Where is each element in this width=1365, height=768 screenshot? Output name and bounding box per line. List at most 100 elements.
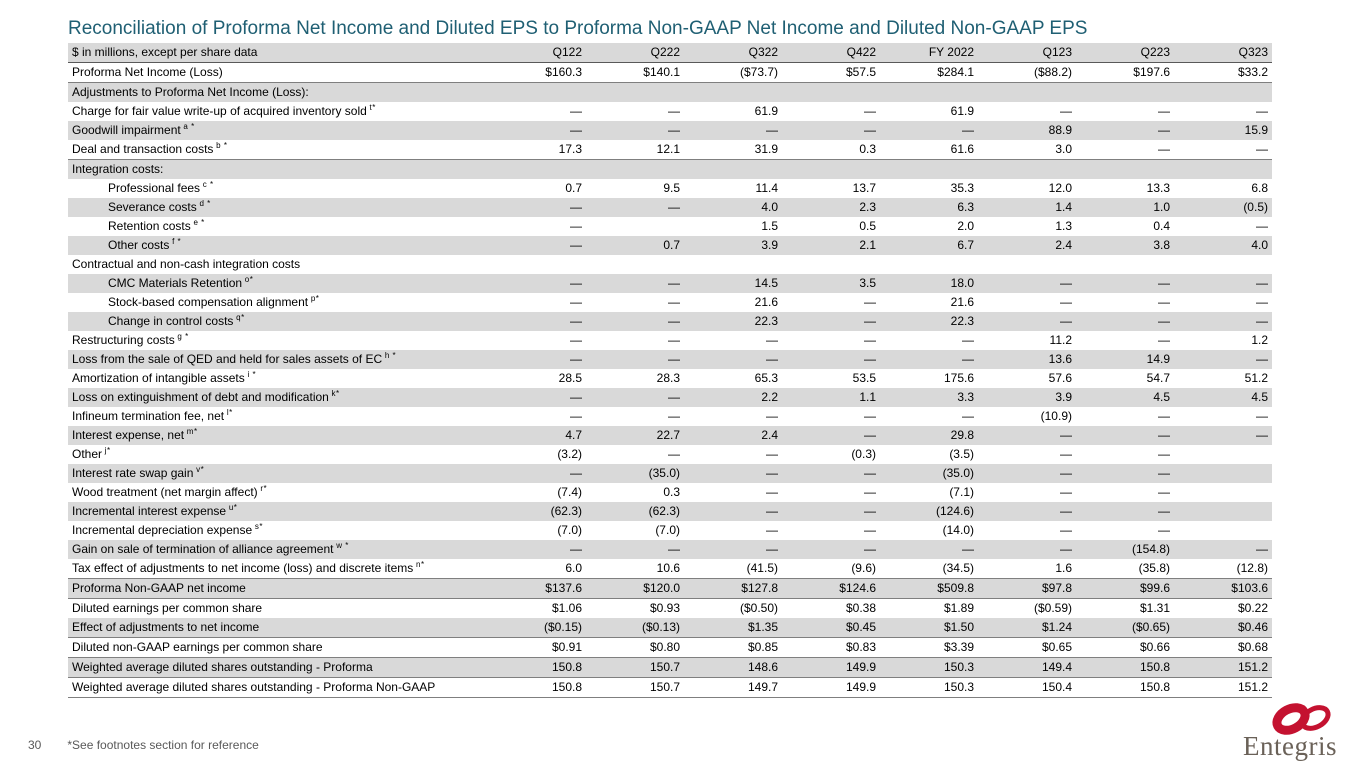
footnote-marker: r* bbox=[257, 484, 268, 493]
table-cell bbox=[1174, 255, 1272, 274]
table-cell: $33.2 bbox=[1174, 62, 1272, 83]
table-row: Contractual and non-cash integration cos… bbox=[68, 255, 1272, 274]
table-cell: — bbox=[586, 274, 684, 293]
row-label: Adjustments to Proforma Net Income (Loss… bbox=[68, 82, 488, 102]
table-row: CMC Materials Retention o* — —14.5 3.5 18.0—… bbox=[68, 274, 1272, 293]
table-cell: 61.9 bbox=[950, 104, 974, 118]
table-row: Integration costs: bbox=[68, 159, 1272, 179]
table-cell: — bbox=[880, 350, 978, 369]
table-cell: 2.4 bbox=[978, 236, 1076, 255]
table-cell bbox=[1076, 255, 1174, 274]
column-header: Q123 bbox=[978, 43, 1076, 63]
table-cell: (3.2) bbox=[557, 447, 582, 461]
table-cell bbox=[782, 82, 880, 102]
footnote-reference: *See footnotes section for reference bbox=[67, 738, 259, 752]
row-label: Change in control costs q* bbox=[68, 312, 488, 331]
table-cell: 29.8 bbox=[880, 426, 978, 445]
row-label: Wood treatment (net margin affect) r* bbox=[72, 484, 268, 500]
table-cell: — bbox=[570, 104, 582, 118]
row-label: CMC Materials Retention o* bbox=[68, 274, 488, 293]
table-cell: 15.9 bbox=[1174, 121, 1272, 140]
table-cell: 3.0 bbox=[978, 140, 1076, 160]
column-header: Q323 bbox=[1174, 43, 1272, 63]
table-cell: — bbox=[570, 333, 582, 347]
table-cell: 65.3 bbox=[754, 371, 778, 385]
table-cell: (154.8) bbox=[1076, 540, 1174, 559]
table-cell: $1.89 bbox=[943, 601, 974, 615]
table-header-row: $ in millions, except per share data Q122… bbox=[68, 43, 1272, 63]
footnote-marker: h * bbox=[382, 351, 397, 360]
table-cell: 3.3 bbox=[880, 388, 978, 407]
table-cell: 0.7 bbox=[586, 236, 684, 255]
footnote-marker: l* bbox=[224, 408, 233, 417]
footnote-marker: f * bbox=[169, 237, 182, 246]
table-cell: (35.0) bbox=[586, 464, 684, 483]
table-cell: 4.5 bbox=[1174, 388, 1272, 407]
table-cell: 1.3 bbox=[1055, 219, 1072, 233]
table-cell: — bbox=[488, 388, 586, 407]
table-cell: — bbox=[1174, 350, 1272, 369]
table-cell: 149.4 bbox=[978, 657, 1076, 678]
table-cell: $0.66 bbox=[1076, 637, 1174, 658]
table-cell: $99.6 bbox=[1076, 578, 1174, 599]
table-cell: — bbox=[684, 464, 782, 483]
table-cell: 28.3 bbox=[656, 371, 680, 385]
row-label: Loss from the sale of QED and held for s… bbox=[68, 350, 488, 369]
table-cell bbox=[488, 159, 586, 179]
table-row: Amortization of intangible assets i * 28.… bbox=[68, 369, 1272, 388]
table-cell: — bbox=[586, 198, 684, 217]
table-cell: (12.8) bbox=[1174, 559, 1272, 579]
table-cell: — bbox=[1076, 502, 1174, 521]
table-row: Other j* (3.2) — — (0.3) (3.5) — — bbox=[68, 445, 1272, 464]
page-title: Reconciliation of Proforma Net Income an… bbox=[68, 18, 1088, 39]
table-row: Change in control costs q* — —22.3—22.3— — — bbox=[68, 312, 1272, 331]
table-row: Proforma Net Income (Loss) $160.3 $140.1 ($… bbox=[68, 62, 1272, 83]
footnote-marker: q* bbox=[233, 313, 245, 322]
table-cell: — bbox=[488, 198, 586, 217]
table-row: Stock-based compensation alignment p* — — 2… bbox=[68, 293, 1272, 312]
table-cell: 151.2 bbox=[1174, 657, 1272, 678]
table-cell bbox=[684, 159, 782, 179]
table-cell: (7.0) bbox=[557, 523, 582, 537]
table-cell: — bbox=[1256, 409, 1268, 423]
table-cell: 2.0 bbox=[957, 219, 974, 233]
table-cell: — bbox=[684, 540, 782, 559]
entegris-logo: Entegris bbox=[1231, 697, 1349, 762]
table-cell: 175.6 bbox=[943, 371, 974, 385]
footnote-marker: p* bbox=[308, 294, 320, 303]
table-cell: $3.39 bbox=[880, 637, 978, 658]
table-row: Proforma Non-GAAP net income $137.6 $120.0… bbox=[68, 578, 1272, 599]
table-cell: — bbox=[880, 121, 978, 140]
table-row: Diluted earnings per common share $1.06 $0… bbox=[68, 599, 1272, 619]
row-label: Weighted average diluted shares outstand… bbox=[68, 657, 488, 678]
table-cell: 4.0 bbox=[684, 198, 782, 217]
table-cell: — bbox=[864, 409, 876, 423]
table-cell: 4.7 bbox=[488, 426, 586, 445]
table-row: Interest expense, net m* 4.7 22.7 2.4—29.8—… bbox=[68, 426, 1272, 445]
table-cell: (7.4) bbox=[557, 485, 582, 499]
table-cell: 1.4 bbox=[978, 198, 1076, 217]
table-cell: — bbox=[782, 121, 880, 140]
table-cell: $0.46 bbox=[1174, 618, 1272, 638]
table-cell: — bbox=[864, 295, 876, 309]
table-cell bbox=[1174, 464, 1272, 483]
table-cell: 12.1 bbox=[586, 140, 684, 160]
table-cell: — bbox=[684, 502, 782, 521]
table-cell: — bbox=[1060, 295, 1072, 309]
table-cell bbox=[488, 255, 586, 274]
table-cell: — bbox=[1158, 104, 1170, 118]
footnote-marker: v* bbox=[193, 465, 205, 474]
table-cell: (62.3) bbox=[586, 502, 684, 521]
table-cell: 1.1 bbox=[782, 388, 880, 407]
footnote-marker: k* bbox=[328, 389, 340, 398]
page-number: 30 bbox=[28, 738, 42, 752]
table-cell: — bbox=[1076, 140, 1174, 160]
table-cell: — bbox=[1076, 312, 1174, 331]
table-cell bbox=[978, 159, 1076, 179]
footer: 30 *See footnotes section for reference bbox=[28, 738, 259, 752]
table-cell bbox=[1174, 502, 1272, 521]
table-cell: 51.2 bbox=[1244, 371, 1268, 385]
table-cell: $1.06 bbox=[551, 601, 582, 615]
table-cell: 150.8 bbox=[488, 677, 586, 698]
table-cell bbox=[880, 255, 978, 274]
